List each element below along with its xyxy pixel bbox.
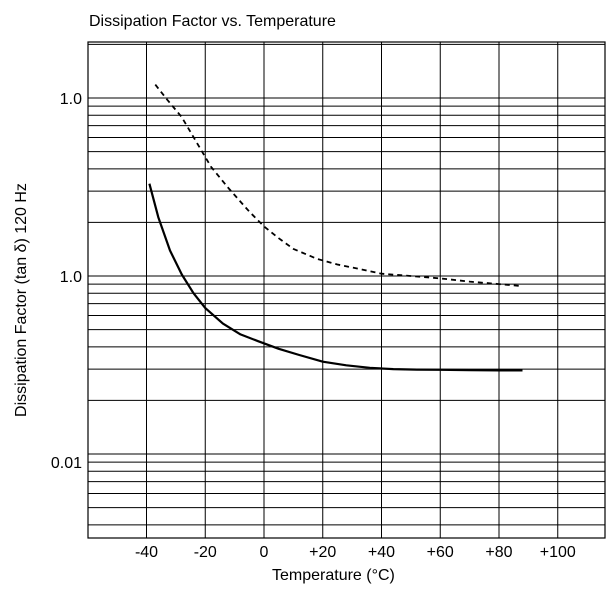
y-axis-label: Dissipation Factor (tan δ) 120 Hz: [13, 183, 30, 417]
x-tick-label: -40: [135, 544, 158, 561]
x-tick-label: +100: [540, 544, 576, 561]
x-axis-label: Temperature (°C): [272, 567, 395, 584]
y-tick-label: 1.0: [60, 269, 82, 286]
x-tick-label: -20: [194, 544, 217, 561]
x-tick-label: +60: [427, 544, 454, 561]
x-tick-label: 0: [260, 544, 269, 561]
chart-title: Dissipation Factor vs. Temperature: [89, 13, 336, 30]
plot-frame: [87, 41, 606, 539]
solid-series-line: [148, 183, 523, 372]
y-tick-label: 0.01: [51, 455, 82, 472]
x-tick-label: +80: [485, 544, 512, 561]
x-tick-label: +40: [368, 544, 395, 561]
x-tick-label: +20: [309, 544, 336, 561]
dashed-series-line: [154, 84, 520, 287]
y-tick-label: 1.0: [60, 91, 82, 108]
